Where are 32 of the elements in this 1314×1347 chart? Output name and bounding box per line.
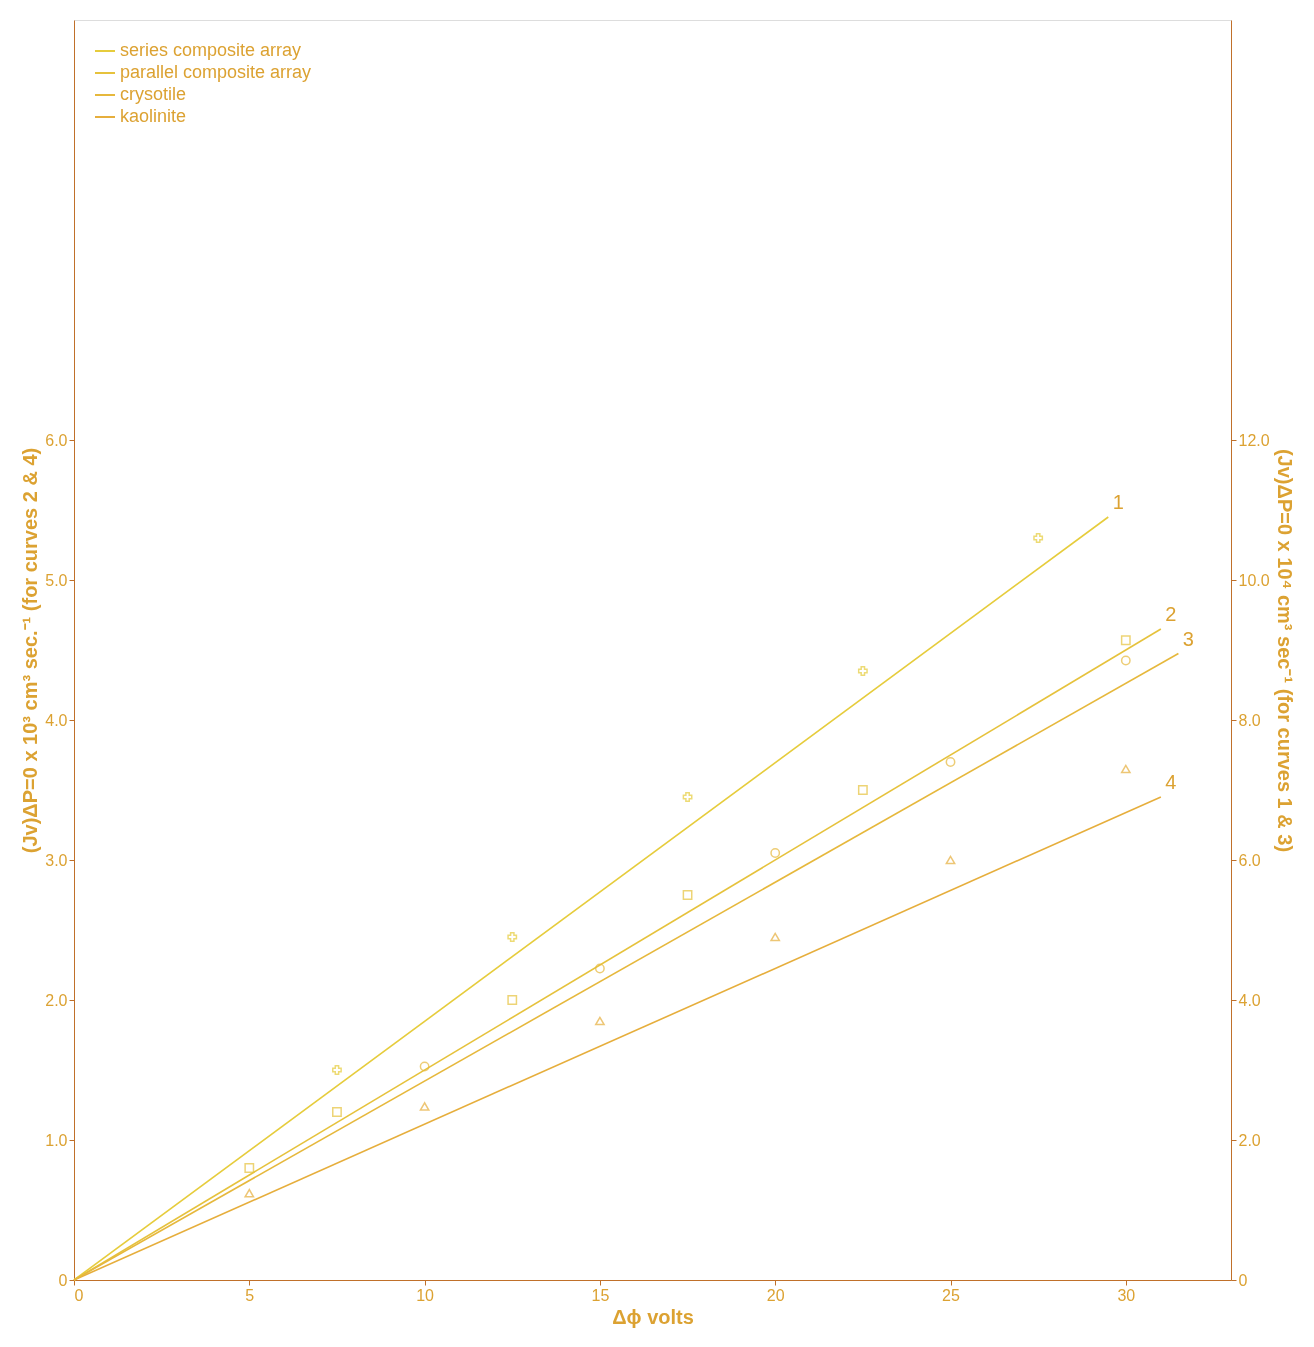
y-tick-label: 1.0 bbox=[45, 1131, 68, 1149]
x-axis-title: Δϕ volts bbox=[612, 1305, 694, 1328]
annotation: 3 bbox=[1182, 627, 1194, 650]
y2-axis-title: (Jv)ΔP=0 x 10⁴ cm³ sec⁻¹ (for curves 1 & 3) bbox=[1273, 448, 1296, 853]
x-tick-label: 20 bbox=[766, 1286, 785, 1304]
x-tick-label: 25 bbox=[942, 1286, 961, 1304]
annotation: 1 bbox=[1112, 491, 1124, 513]
x-tick-label: 0 bbox=[74, 1286, 84, 1304]
y2-tick-label: 10.0 bbox=[1238, 571, 1270, 589]
legend-label: parallel composite array bbox=[120, 62, 312, 82]
y2-tick-label: 12.0 bbox=[1238, 431, 1270, 449]
y2-tick-label: 0 bbox=[1238, 1271, 1248, 1289]
x-tick-label: 15 bbox=[591, 1286, 610, 1304]
legend-label: crysotile bbox=[120, 84, 187, 104]
annotation: 2 bbox=[1165, 603, 1177, 625]
y-tick-label: 3.0 bbox=[45, 851, 68, 869]
y-tick-label: 5.0 bbox=[45, 571, 68, 589]
x-tick-label: 10 bbox=[416, 1286, 435, 1304]
y-axis-title: (Jv)ΔP=0 x 10³ cm³ sec.⁻¹ (for curves 2 & 4) bbox=[19, 447, 42, 854]
y-tick-label: 0 bbox=[58, 1271, 68, 1289]
x-tick-label: 30 bbox=[1117, 1286, 1136, 1304]
y2-tick-label: 6.0 bbox=[1238, 851, 1261, 869]
y-tick-label: 4.0 bbox=[45, 711, 68, 729]
x-tick-label: 5 bbox=[245, 1286, 255, 1304]
y2-tick-label: 8.0 bbox=[1238, 711, 1261, 729]
y-tick-label: 6.0 bbox=[45, 431, 68, 449]
y-tick-label: 2.0 bbox=[45, 991, 68, 1009]
legend-label: kaolinite bbox=[120, 106, 187, 126]
y2-tick-label: 4.0 bbox=[1238, 991, 1261, 1009]
annotation: 4 bbox=[1165, 771, 1177, 793]
legend-label: series composite array bbox=[120, 40, 302, 60]
y2-tick-label: 2.0 bbox=[1238, 1131, 1261, 1149]
